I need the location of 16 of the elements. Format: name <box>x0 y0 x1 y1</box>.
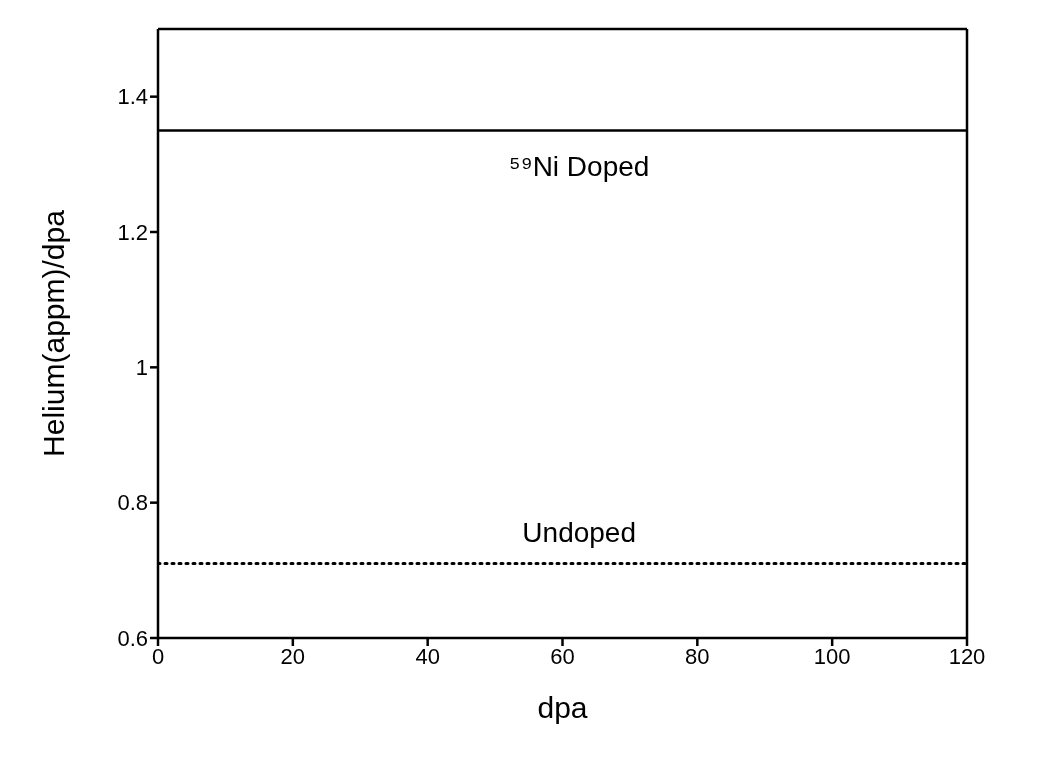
x-axis-title: dpa <box>537 691 588 724</box>
y-tick-label: 0.6 <box>117 625 148 651</box>
x-tick-label: 20 <box>280 643 306 669</box>
y-tick-label: 0.8 <box>117 490 148 516</box>
x-tick-label: 80 <box>685 643 710 669</box>
x-tick-label: 0 <box>151 643 165 669</box>
y-tick-label: 1.4 <box>117 84 148 110</box>
series-label: ⁵⁹Ni Doped <box>509 150 650 182</box>
x-tick-label: 120 <box>948 643 986 669</box>
y-tick-label: 1 <box>135 355 148 381</box>
y-axis-title: Helium(appm)/dpa <box>36 209 70 457</box>
x-tick-label: 40 <box>415 643 440 669</box>
series-label: Undoped <box>522 516 637 548</box>
x-tick-label: 100 <box>813 643 851 669</box>
y-tick-label: 1.2 <box>117 219 148 245</box>
x-tick-label: 60 <box>550 643 575 669</box>
